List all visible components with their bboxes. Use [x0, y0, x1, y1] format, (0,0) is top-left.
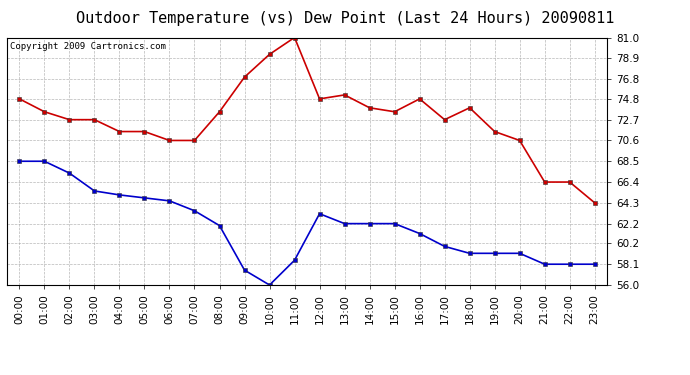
Text: Outdoor Temperature (vs) Dew Point (Last 24 Hours) 20090811: Outdoor Temperature (vs) Dew Point (Last…	[76, 11, 614, 26]
Text: Copyright 2009 Cartronics.com: Copyright 2009 Cartronics.com	[10, 42, 166, 51]
